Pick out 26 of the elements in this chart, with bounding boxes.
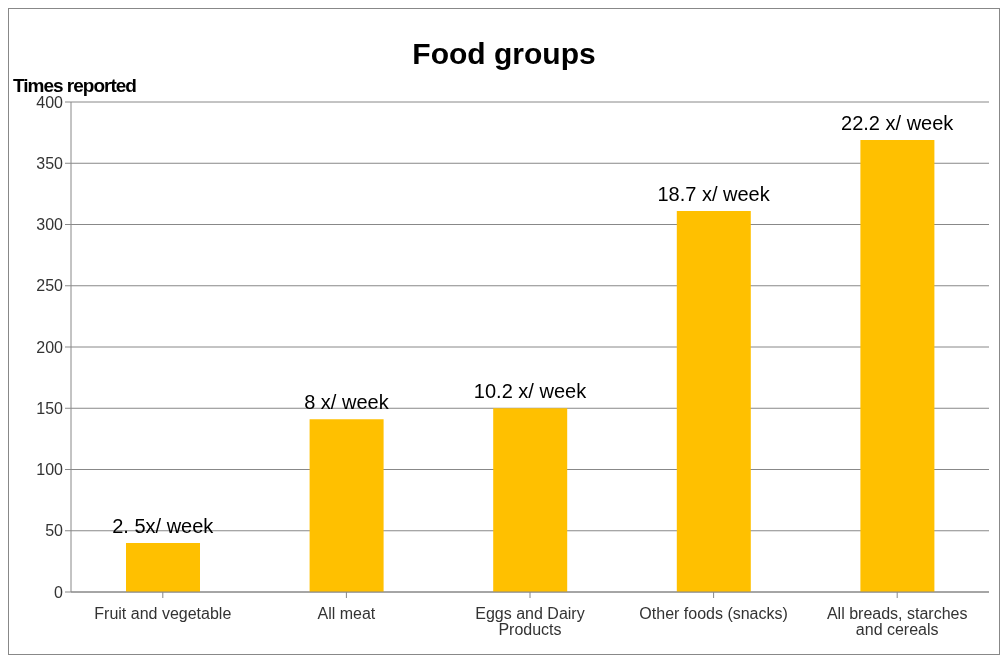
bar	[860, 139, 935, 592]
bar	[493, 408, 568, 592]
annotation: 8 x/ week	[304, 391, 390, 414]
x-tick-label: All breads, starches and cereals	[826, 605, 968, 639]
y-tick-label: 300	[36, 216, 64, 234]
bar	[676, 211, 751, 592]
bar	[126, 543, 200, 592]
y-tick-label: 250	[36, 277, 64, 295]
y-tick-label: 0	[54, 583, 64, 601]
y-tick-label: 50	[45, 522, 64, 540]
annotation: 2. 5x/ week	[112, 515, 215, 537]
bar	[309, 419, 384, 592]
chart-title: Food groups	[411, 37, 597, 71]
annotation: 10.2 x/ week	[473, 380, 588, 403]
annotation: 22.2 x/ week	[841, 111, 955, 134]
x-tick-label: Eggs and Dairy Products	[475, 605, 585, 639]
y-axis-title: Times reported	[13, 75, 136, 96]
y-tick-label: 200	[36, 338, 64, 356]
y-tick-label: 150	[36, 399, 64, 417]
y-tick-label: 100	[36, 461, 64, 479]
y-tick-label: 350	[36, 154, 64, 172]
x-tick-label: Fruit and vegetable	[94, 605, 232, 623]
x-tick-label: Other foods (snacks)	[639, 605, 788, 623]
x-tick-label: All meat	[317, 605, 376, 623]
y-tick-label: 400	[36, 93, 64, 111]
annotation: 18.7 x/ week	[657, 183, 771, 206]
